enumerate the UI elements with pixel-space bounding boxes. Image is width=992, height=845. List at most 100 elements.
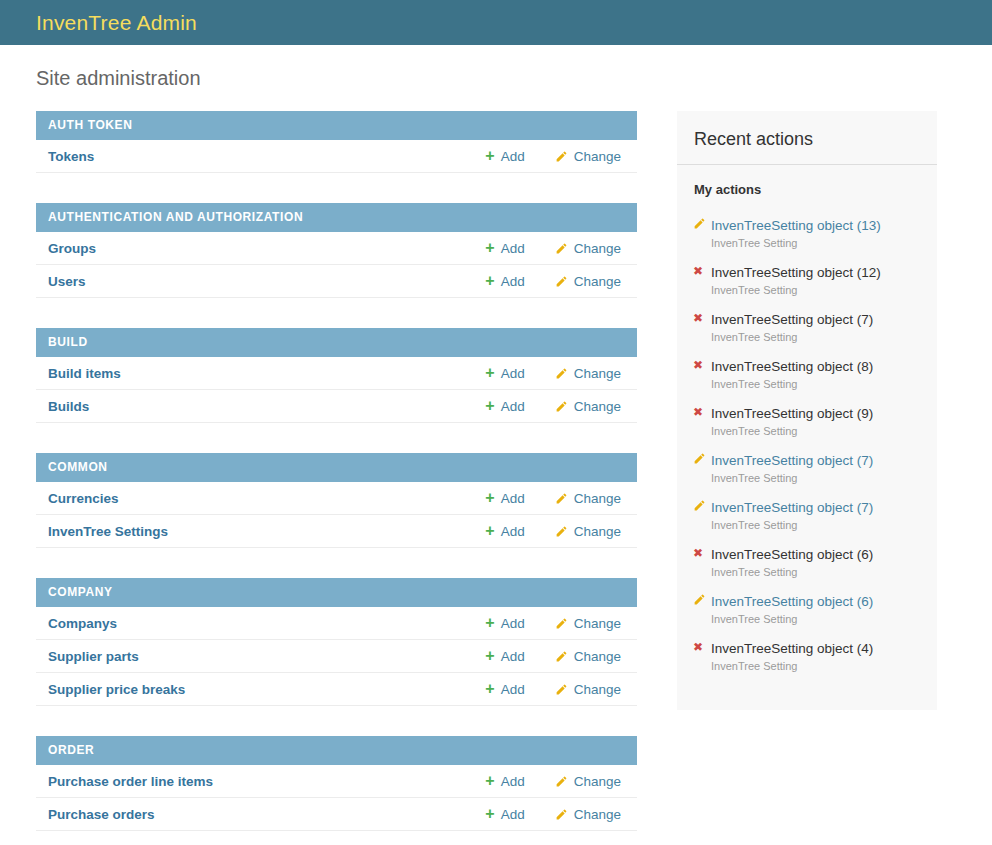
delete-icon: ✖ [693, 547, 703, 560]
module-caption: AUTHENTICATION AND AUTHORIZATION [36, 203, 637, 232]
app-header: InvenTree Admin [0, 0, 992, 45]
pencil-icon [555, 650, 568, 663]
model-row: InvenTree Settings +Add Change [36, 515, 637, 548]
model-link[interactable]: Groups [48, 241, 485, 256]
module-caption: BUILD [36, 328, 637, 357]
model-link[interactable]: Users [48, 274, 485, 289]
model-link[interactable]: Supplier price breaks [48, 682, 485, 697]
change-link[interactable]: Change [555, 399, 621, 414]
plus-icon: + [485, 649, 494, 663]
add-link[interactable]: +Add [485, 241, 524, 256]
model-link[interactable]: Tokens [48, 149, 485, 164]
recent-action-item: InvenTreeSetting object (13) InvenTree Se… [693, 216, 921, 249]
plus-icon: + [485, 491, 494, 505]
model-row: Groups +Add Change [36, 232, 637, 265]
add-link[interactable]: +Add [485, 399, 524, 414]
recent-action-item: ✖ InvenTreeSetting object (7)InvenTree S… [693, 310, 921, 343]
app-module: AUTH TOKEN Tokens +Add Change [36, 111, 637, 173]
recent-action-meta: InvenTree Setting [711, 331, 921, 343]
add-link[interactable]: +Add [485, 491, 524, 506]
model-row: Supplier price breaks +Add Change [36, 673, 637, 706]
app-module: AUTHENTICATION AND AUTHORIZATION Groups … [36, 203, 637, 298]
recent-action-item: ✖ InvenTreeSetting object (8)InvenTree S… [693, 357, 921, 390]
plus-icon: + [485, 524, 494, 538]
pencil-icon [555, 242, 568, 255]
add-link[interactable]: +Add [485, 274, 524, 289]
app-module: COMPANY Companys +Add Change Supplier pa… [36, 578, 637, 706]
site-title-link[interactable]: InvenTree Admin [36, 11, 197, 35]
change-link[interactable]: Change [555, 274, 621, 289]
recent-action-meta: InvenTree Setting [711, 566, 921, 578]
delete-icon: ✖ [693, 265, 703, 278]
model-row: Tokens +Add Change [36, 140, 637, 173]
plus-icon: + [485, 366, 494, 380]
module-caption: ORDER [36, 736, 637, 765]
model-link[interactable]: Companys [48, 616, 485, 631]
model-row: Companys +Add Change [36, 607, 637, 640]
change-link[interactable]: Change [555, 774, 621, 789]
pencil-icon [555, 150, 568, 163]
recent-action-label: InvenTreeSetting object (12) [711, 265, 881, 280]
add-link[interactable]: +Add [485, 682, 524, 697]
add-link[interactable]: +Add [485, 807, 524, 822]
recent-action-meta: InvenTree Setting [711, 472, 921, 484]
change-link[interactable]: Change [555, 807, 621, 822]
recent-actions-list: InvenTreeSetting object (13) InvenTree Se… [693, 216, 921, 672]
plus-icon: + [485, 774, 494, 788]
change-link[interactable]: Change [555, 241, 621, 256]
recent-action-meta: InvenTree Setting [711, 237, 921, 249]
add-link[interactable]: +Add [485, 616, 524, 631]
recent-actions-panel: Recent actions My actions InvenTreeSetti… [677, 111, 937, 710]
model-link[interactable]: Builds [48, 399, 485, 414]
model-link[interactable]: Currencies [48, 491, 485, 506]
plus-icon: + [485, 682, 494, 696]
pencil-icon [555, 775, 568, 788]
recent-action-item: ✖ InvenTreeSetting object (4)InvenTree S… [693, 639, 921, 672]
plus-icon: + [485, 807, 494, 821]
columns: AUTH TOKEN Tokens +Add Change AUTHENTICA… [36, 111, 956, 845]
add-link[interactable]: +Add [485, 774, 524, 789]
recent-action-label: InvenTreeSetting object (7) [711, 312, 873, 327]
module-caption: AUTH TOKEN [36, 111, 637, 140]
recent-action-label: InvenTreeSetting object (6) [711, 547, 873, 562]
change-link[interactable]: Change [555, 682, 621, 697]
add-link[interactable]: +Add [485, 649, 524, 664]
pencil-icon [555, 367, 568, 380]
add-link[interactable]: +Add [485, 149, 524, 164]
change-link[interactable]: Change [555, 616, 621, 631]
recent-actions-title: Recent actions [694, 129, 921, 150]
model-link[interactable]: Purchase orders [48, 807, 485, 822]
recent-action-label[interactable]: InvenTreeSetting object (7) [711, 500, 873, 515]
recent-action-label[interactable]: InvenTreeSetting object (6) [711, 594, 873, 609]
model-row: Supplier parts +Add Change [36, 640, 637, 673]
model-link[interactable]: Purchase order line items [48, 774, 485, 789]
model-link[interactable]: InvenTree Settings [48, 524, 485, 539]
change-link[interactable]: Change [555, 524, 621, 539]
recent-action-label[interactable]: InvenTreeSetting object (13) [711, 218, 881, 233]
model-link[interactable]: Build items [48, 366, 485, 381]
recent-action-item: ✖ InvenTreeSetting object (6) InvenTree S… [693, 545, 921, 578]
recent-action-meta: InvenTree Setting [711, 378, 921, 390]
recent-action-label[interactable]: InvenTreeSetting object (7) [711, 453, 873, 468]
app-module: COMMON Currencies +Add Change InvenTree … [36, 453, 637, 548]
pencil-icon [555, 275, 568, 288]
plus-icon: + [485, 616, 494, 630]
recent-action-item: ✖ InvenTreeSetting object (9)InvenTree S… [693, 404, 921, 437]
change-link[interactable]: Change [555, 491, 621, 506]
add-link[interactable]: +Add [485, 366, 524, 381]
model-link[interactable]: Supplier parts [48, 649, 485, 664]
plus-icon: + [485, 274, 494, 288]
recent-action-item: ✖ InvenTreeSetting object (12)InvenTree … [693, 263, 921, 296]
edit-icon [693, 593, 706, 606]
change-link[interactable]: Change [555, 649, 621, 664]
pencil-icon [555, 492, 568, 505]
pencil-icon [555, 400, 568, 413]
add-link[interactable]: +Add [485, 524, 524, 539]
recent-action-item: InvenTreeSetting object (7)InvenTree Set… [693, 498, 921, 531]
divider [677, 164, 937, 165]
model-row: Build items +Add Change [36, 357, 637, 390]
page-title: Site administration [36, 67, 956, 90]
change-link[interactable]: Change [555, 149, 621, 164]
model-row: Purchase order line items +Add Change [36, 765, 637, 798]
change-link[interactable]: Change [555, 366, 621, 381]
